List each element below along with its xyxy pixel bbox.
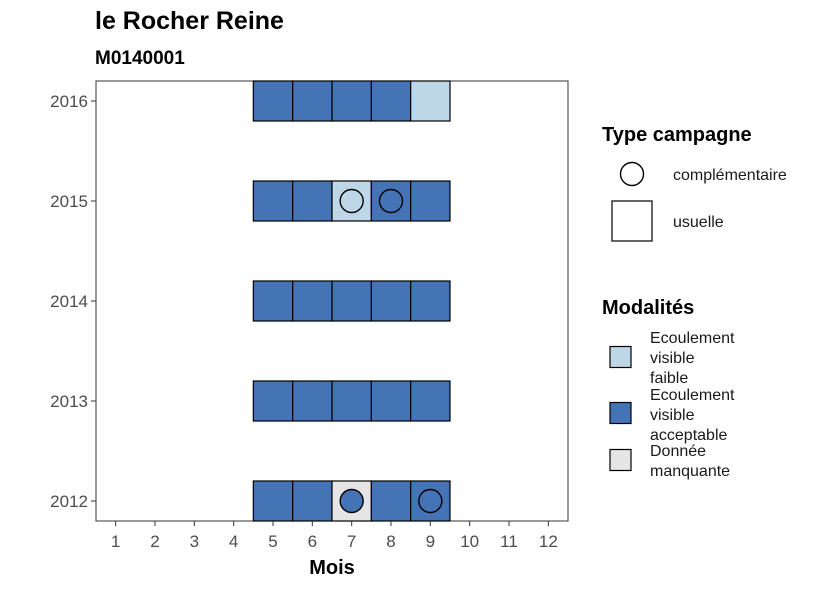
point-2015-7 <box>339 188 364 214</box>
legend-modalite-label: Donnée <box>650 443 706 460</box>
x-tick-label: 2 <box>150 532 159 551</box>
legend-modalites: Modalités EcoulementvisiblefaibleEcoulem… <box>602 297 735 480</box>
cell-2016-9 <box>410 80 451 122</box>
cell-2012-8 <box>370 480 412 522</box>
y-tick-label: 2014 <box>50 292 88 311</box>
y-tick-label: 2013 <box>50 392 88 411</box>
cell-2016-8 <box>370 80 412 122</box>
chart-subtitle: M0140001 <box>95 48 185 69</box>
cell-2013-9 <box>410 380 451 422</box>
cell-2015-6 <box>292 180 333 222</box>
x-tick-label: 4 <box>229 532 238 551</box>
x-tick-label: 1 <box>111 532 120 551</box>
legend-circle-key <box>619 161 645 187</box>
x-tick-label: 9 <box>426 532 435 551</box>
legend-modalite-key <box>609 448 632 472</box>
cells-layer <box>252 80 451 522</box>
legend-modalite-key <box>609 401 632 425</box>
legend-modalites-title: Modalités <box>602 297 694 319</box>
cell-2013-8 <box>370 380 412 422</box>
cell-2016-6 <box>292 80 333 122</box>
cell-2013-5 <box>252 380 294 422</box>
cell-2014-6 <box>292 280 333 322</box>
point-2015-8 <box>378 188 404 214</box>
x-tick-label: 7 <box>347 532 356 551</box>
cell-2016-5 <box>252 80 294 122</box>
legend-modalite-label: acceptable <box>650 427 727 444</box>
x-tick-label: 10 <box>460 532 479 551</box>
y-tick-label: 2016 <box>50 92 88 111</box>
cell-2012-5 <box>252 480 294 522</box>
legend-campagne-title: Type campagne <box>602 124 752 146</box>
x-tick-label: 11 <box>500 532 518 551</box>
legend-modalite-label: visible <box>650 407 695 424</box>
points-layer <box>339 188 443 514</box>
cell-2015-9 <box>410 180 451 222</box>
x-tick-label: 12 <box>539 532 558 551</box>
legend-modalite-label: Ecoulement <box>650 330 735 347</box>
cell-2014-7 <box>331 280 372 322</box>
x-axis-ticks: 1 2 3 4 5 6 7 8 9 10 11 12 <box>111 521 558 551</box>
point-2012-9 <box>418 488 443 514</box>
legend-campagne-label: usuelle <box>673 214 724 231</box>
legend-modalite-label: Ecoulement <box>650 387 735 404</box>
y-tick-label: 2012 <box>50 492 88 511</box>
x-tick-label: 3 <box>190 532 199 551</box>
chart-title: le Rocher Reine <box>95 7 284 35</box>
legend-type-campagne: Type campagne complémentaire usuelle <box>602 124 787 242</box>
y-tick-label: 2015 <box>50 192 88 211</box>
x-tick-label: 5 <box>268 532 277 551</box>
x-axis-title: Mois <box>309 557 355 579</box>
cell-2015-5 <box>252 180 294 222</box>
x-tick-label: 8 <box>386 532 395 551</box>
y-axis-ticks: 2012 2013 2014 2015 2016 <box>50 92 96 511</box>
x-tick-label: 6 <box>308 532 317 551</box>
cell-2012-6 <box>292 480 333 522</box>
cell-2014-9 <box>410 280 451 322</box>
cell-2013-6 <box>292 380 333 422</box>
cell-2013-7 <box>331 380 372 422</box>
legend-square-key <box>611 200 653 242</box>
legend-modalite-label: visible <box>650 350 695 367</box>
cell-2016-7 <box>331 80 372 122</box>
point-2012-7 <box>339 488 364 514</box>
legend-modalite-label: faible <box>650 370 688 387</box>
legend-modalite-label: manquante <box>650 463 730 480</box>
legend-campagne-label: complémentaire <box>673 167 787 184</box>
cell-2014-5 <box>252 280 294 322</box>
legend-modalite-key <box>609 345 632 369</box>
cell-2014-8 <box>370 280 412 322</box>
